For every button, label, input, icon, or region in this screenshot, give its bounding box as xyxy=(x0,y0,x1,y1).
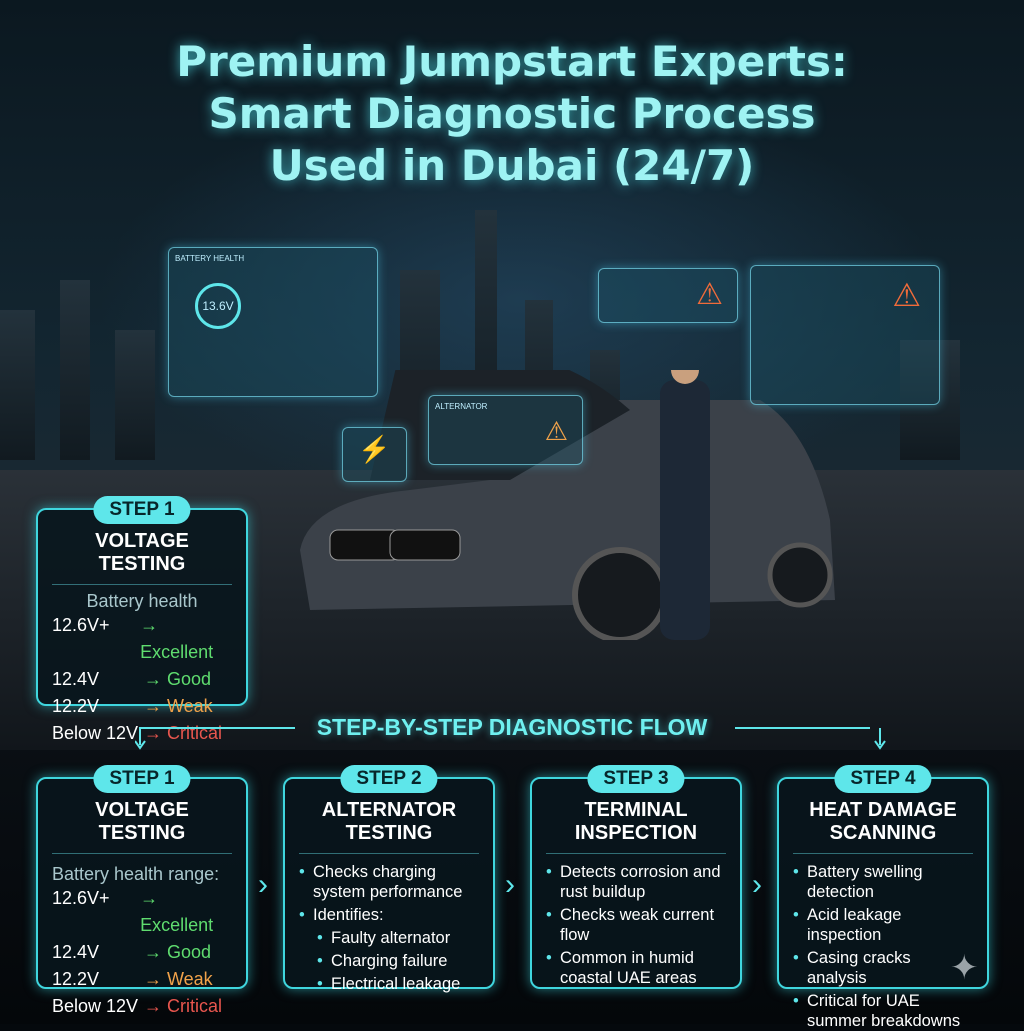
card-title: TERMINAL INSPECTION xyxy=(546,799,726,854)
card-title: VOLTAGE TESTING xyxy=(52,530,232,585)
flow-arrow xyxy=(135,727,886,750)
warning-hologram: ⚠ xyxy=(598,268,738,323)
bullet-list: Detects corrosion and rust buildupChecks… xyxy=(546,862,726,988)
warning-icon: ⚠ xyxy=(696,278,723,311)
bullet-list: Battery swelling detectionAcid leakage i… xyxy=(793,862,973,1031)
featured-step-card: STEP 1 VOLTAGE TESTING Battery health 12… xyxy=(36,496,248,743)
hologram-gauge: 13.6V xyxy=(195,283,241,329)
step-badge: STEP 2 xyxy=(340,765,438,793)
card-title: HEAT DAMAGE SCANNING xyxy=(793,799,973,854)
step-badge: STEP 4 xyxy=(834,765,932,793)
page-title: Premium Jumpstart Experts: Smart Diagnost… xyxy=(176,37,848,190)
battery-health-hologram: BATTERY HEALTH 13.6V xyxy=(168,247,378,397)
chart-hologram: ⚠ xyxy=(750,265,940,405)
card-subtitle: Battery health xyxy=(86,591,198,611)
step-card-1: STEP 1 VOLTAGE TESTING Battery health ra… xyxy=(36,765,248,1016)
card-subtitle: Battery health range: xyxy=(52,864,220,884)
chevron-right-icon: › xyxy=(505,868,515,901)
card-title: VOLTAGE TESTING xyxy=(52,799,232,854)
chevron-right-icon: › xyxy=(258,868,268,901)
battery-icon: ⚡ xyxy=(342,427,407,482)
hologram-label: ALTERNATOR xyxy=(435,402,488,411)
hologram-label: BATTERY HEALTH xyxy=(175,254,245,263)
chevron-right-icon: › xyxy=(752,868,762,901)
card-title: ALTERNATOR TESTING xyxy=(299,799,479,854)
step-badge: STEP 3 xyxy=(587,765,685,793)
step-badge: STEP 1 xyxy=(93,765,191,793)
warning-icon: ⚠ xyxy=(544,416,568,446)
bullet-list: Checks charging system performanceIdenti… xyxy=(299,862,479,994)
alternator-hologram: ALTERNATOR ⚠ xyxy=(428,395,583,465)
flow-title: STEP-BY-STEP DIAGNOSTIC FLOW xyxy=(316,714,708,740)
sparkle-icon: ✦ xyxy=(950,949,979,987)
car-image xyxy=(300,370,835,640)
step-badge: STEP 1 xyxy=(93,496,191,524)
warning-icon: ⚠ xyxy=(892,277,921,313)
